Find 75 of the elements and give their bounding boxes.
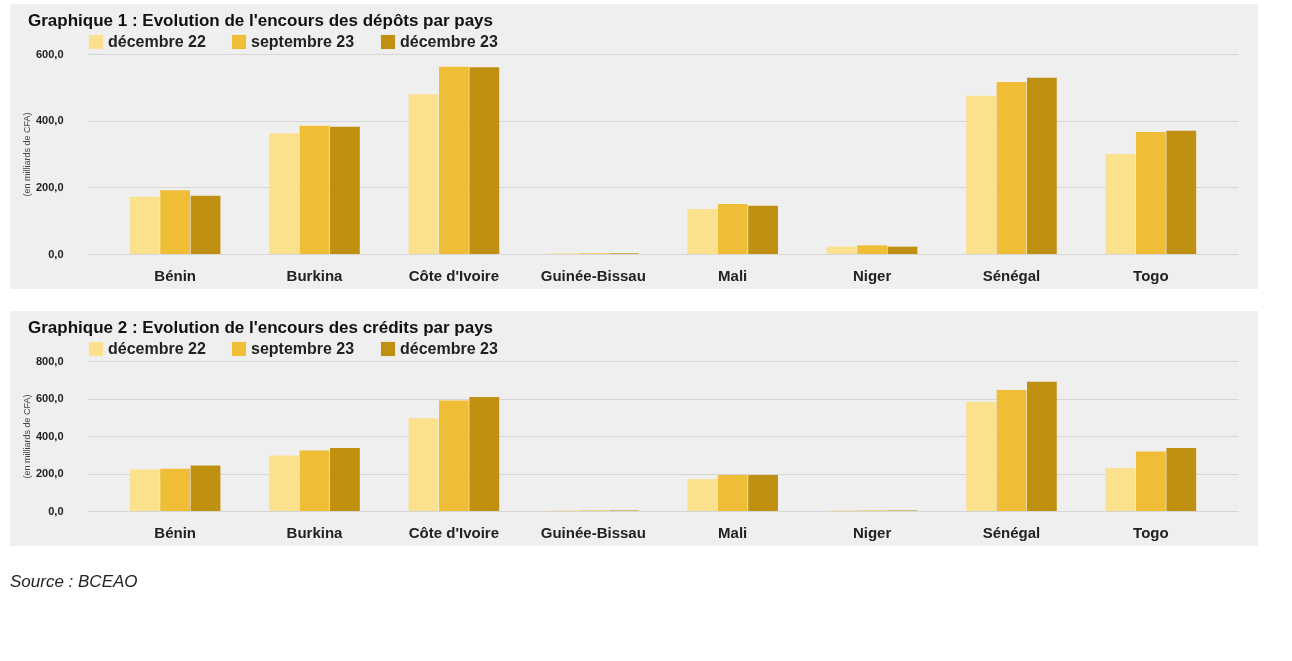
legend-label: septembre 23 (251, 340, 355, 357)
bar (857, 245, 887, 254)
bar (1026, 381, 1057, 511)
y-tick-label: 0,0 (48, 247, 64, 260)
legend-label: septembre 23 (251, 33, 355, 50)
bar (190, 465, 221, 511)
x-tick-label: Burkina (286, 266, 344, 284)
y-axis-title: (en milliards de CFA) (21, 112, 32, 197)
y-tick-label: 400,0 (35, 429, 64, 442)
x-tick-label: Mali (718, 266, 748, 284)
x-tick-label: Sénégal (982, 266, 1041, 284)
bar (160, 468, 191, 511)
bar (996, 390, 1027, 511)
y-tick-label: 400,0 (35, 114, 64, 127)
bar (1135, 451, 1166, 511)
bar (129, 196, 160, 254)
x-tick-label: Bénin (154, 523, 196, 541)
bar (469, 397, 500, 511)
x-tick-label: Burkina (286, 523, 344, 541)
y-tick-label: 600,0 (35, 47, 64, 60)
bar (887, 246, 918, 254)
legend-label: décembre 22 (108, 340, 206, 357)
bar (826, 246, 857, 254)
bar (1026, 77, 1057, 254)
x-tick-label: Sénégal (982, 523, 1041, 541)
bar (299, 450, 330, 511)
bar (129, 469, 160, 511)
x-tick-label: Guinée-Bissau (540, 523, 646, 541)
bar (1166, 448, 1197, 511)
legend-label: décembre 23 (400, 33, 498, 50)
legend-label: décembre 23 (400, 340, 498, 357)
bar (269, 455, 300, 511)
bar (1105, 467, 1136, 511)
bar (748, 205, 778, 254)
y-tick-label: 200,0 (35, 467, 64, 479)
y-tick-label: 600,0 (35, 392, 64, 404)
bar (439, 66, 469, 254)
bar (269, 133, 300, 254)
bar (190, 195, 221, 254)
bar (717, 475, 748, 511)
chart-title: Graphique 2 : Evolution de l'encours des crédits par pays (28, 318, 494, 337)
x-tick-label: Guinée-Bissau (540, 266, 646, 284)
bar (717, 204, 748, 254)
bar (687, 209, 718, 254)
y-axis-title: (en milliards de CFA) (21, 394, 32, 479)
bar (299, 125, 330, 254)
bar (1105, 154, 1136, 254)
x-tick-label: Bénin (154, 266, 196, 284)
x-tick-label: Togo (1133, 523, 1169, 541)
x-tick-label: Togo (1133, 266, 1169, 284)
bar (996, 82, 1027, 254)
chart-title: Graphique 1 : Evolution de l'encours des dépôts par pays (28, 11, 494, 30)
y-tick-label: 0,0 (48, 504, 64, 517)
bar (408, 94, 439, 254)
x-tick-label: Côte d'Ivoire (408, 523, 500, 541)
source-note: Source : BCEAO (10, 572, 139, 592)
bar (408, 418, 439, 511)
bar (748, 475, 778, 511)
x-tick-label: Niger (852, 523, 892, 541)
bar (469, 67, 500, 254)
y-tick-label: 800,0 (35, 354, 64, 367)
bar (966, 95, 996, 254)
bar (330, 126, 360, 254)
bar (1135, 132, 1166, 254)
bar (687, 479, 718, 511)
x-tick-label: Côte d'Ivoire (408, 266, 500, 284)
x-tick-label: Mali (718, 523, 748, 541)
bar (439, 400, 469, 511)
x-tick-label: Niger (852, 266, 892, 284)
legend-label: décembre 22 (108, 33, 206, 50)
bar (160, 190, 191, 254)
bar (966, 401, 996, 511)
y-tick-label: 200,0 (35, 180, 64, 193)
bar (1166, 130, 1197, 254)
bar (330, 448, 360, 511)
